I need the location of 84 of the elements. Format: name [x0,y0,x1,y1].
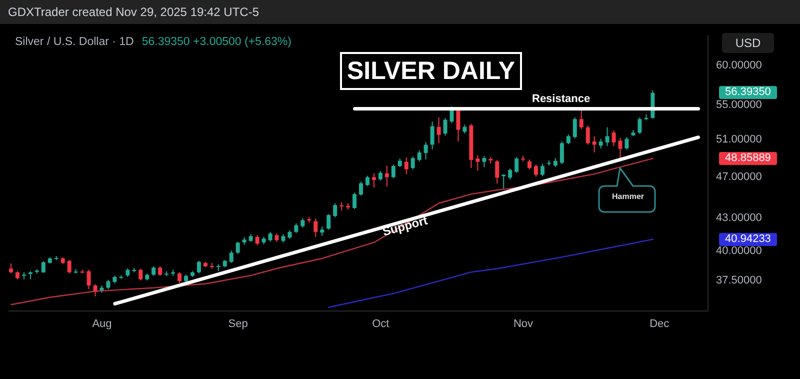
candlestick [430,121,434,150]
candlestick [138,268,143,281]
candlestick [612,130,616,147]
text: SILVER DAILY [340,52,522,90]
x-tick-label: Sep [228,318,248,330]
candlestick [86,269,91,290]
candlestick [605,126,610,147]
candlestick [294,222,298,234]
candlestick [586,125,590,146]
candlestick [333,202,338,218]
candlestick [417,150,422,162]
annotation: Hammer [610,192,645,201]
candlestick [196,260,201,274]
candlestick [255,234,260,246]
x-tick-label: Aug [92,318,112,330]
candlestick [456,108,460,142]
candlestick [300,218,305,228]
candlestick [618,137,622,160]
candlestick [482,156,486,168]
x-tick-label: Nov [513,318,534,330]
candlestick [572,116,577,139]
candlestick [152,266,156,276]
y-tick-label: 47.00000 [716,171,762,184]
candlestick [268,231,272,242]
candlestick [410,156,415,170]
candlestick [476,154,480,172]
candlestick [495,159,500,184]
candlestick [41,260,46,274]
candlestick [9,263,13,274]
candlestick [229,250,234,264]
annotation: 56.39350 +3.00500 (+5.63%) [142,36,292,48]
candlestick [391,164,396,179]
candlestick [340,202,344,212]
candlestick [158,266,162,276]
candlestick [67,260,72,274]
candlestick [560,141,564,165]
candlestick [638,116,642,134]
candlestick [378,170,382,182]
candlestick [443,118,448,136]
y-tick-label: 43.00000 [716,212,762,224]
y-tick-label: 55.00000 [716,99,762,112]
text: 56.39350 [719,86,777,100]
candlestick [359,181,363,196]
chart-subtitle: Silver / U.S. Dollar · 1D [15,36,134,48]
annotation: Support [380,213,430,239]
candlestick [540,163,544,177]
candlestick [502,174,506,190]
candlestick [528,158,532,170]
annotation: Resistance [532,93,590,105]
candlestick [566,134,570,145]
text: GDXTrader created Nov 29, 2025 19:42 UTC-5 [8,5,260,19]
line-series [10,158,654,306]
candlestick [372,172,376,188]
candlestick [508,168,512,180]
candlestick [178,272,182,284]
candlestick [514,156,519,174]
candlestick [320,226,324,236]
candlestick [314,218,318,238]
candlestick [365,175,370,187]
candlestick [579,110,584,130]
candlestick [598,138,603,149]
y-tick-label: 60.00000 [716,59,762,72]
candlestick [521,155,526,162]
candlestick [592,136,596,153]
candlestick [534,164,538,178]
candlestick [404,157,408,175]
y-tick-label: 37.50000 [716,274,762,286]
x-tick-label: Dec [650,318,670,330]
y-tick-label: 51.00000 [716,134,762,146]
candlestick [236,241,240,254]
y-axis-title: USD [722,33,774,53]
candlestick [106,279,110,290]
candlestick [436,116,441,144]
candlestick [624,136,629,150]
x-tick-label: Oct [372,318,390,330]
candlestick [384,165,389,188]
candlestick [326,214,331,230]
candlestick [424,141,428,160]
text: 40.94233 [719,232,777,246]
candlestick [450,106,454,124]
text: 48.85889 [719,152,777,165]
line-series [328,238,654,308]
candlestick [352,192,357,210]
y-tick-label: 40.00000 [716,244,762,257]
